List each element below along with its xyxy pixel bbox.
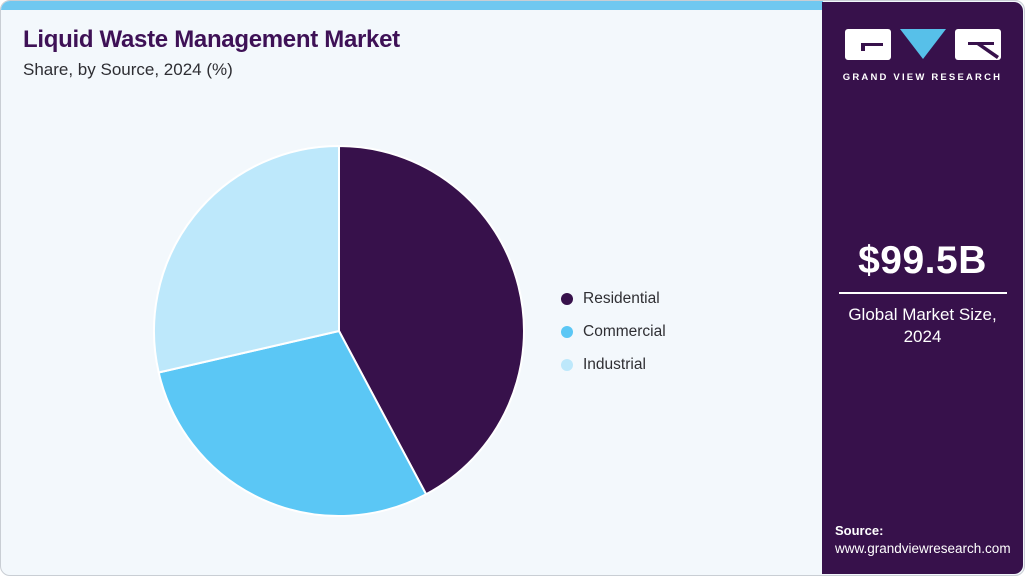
source-url: www.grandviewresearch.com	[835, 541, 1011, 556]
legend-item-commercial: Commercial	[561, 315, 666, 348]
legend-label: Commercial	[583, 322, 666, 340]
brand-sidebar: GRAND VIEW RESEARCH $99.5B Global Market…	[822, 2, 1023, 574]
legend-label: Residential	[583, 289, 660, 307]
legend-item-residential: Residential	[561, 282, 666, 315]
divider	[838, 292, 1007, 294]
market-size-label: Global Market Size, 2024	[836, 304, 1009, 348]
market-size-label-line2: 2024	[903, 327, 942, 347]
legend-swatch-icon	[561, 325, 573, 338]
gvr-logo-text: GRAND VIEW RESEARCH	[842, 72, 1003, 83]
pie-slice-commercial	[157, 330, 428, 517]
page-subtitle: Share, by Source, 2024 (%)	[23, 60, 233, 80]
chart-header: Liquid Waste Management Market Share, by…	[23, 26, 400, 80]
gvr-logo-icon	[844, 29, 1001, 60]
pie-chart-svg	[153, 145, 525, 517]
accent-top-bar	[1, 1, 823, 10]
pie-slice-residential	[338, 145, 525, 496]
pie-slice-industrial	[153, 145, 340, 374]
legend-swatch-icon	[561, 358, 573, 371]
source-label: Source:	[835, 523, 884, 538]
market-size-value: $99.5B	[858, 239, 987, 282]
market-size-label-line1: Global Market Size,	[848, 305, 997, 324]
source-block: Source: www.grandviewresearch.com	[835, 523, 1011, 556]
page-title: Liquid Waste Management Market	[23, 26, 400, 53]
market-size-block: $99.5B Global Market Size, 2024	[836, 239, 1009, 348]
legend-swatch-icon	[561, 292, 573, 305]
legend-item-industrial: Industrial	[561, 348, 666, 381]
gvr-logo: GRAND VIEW RESEARCH	[822, 28, 1023, 83]
chart-legend: Residential Commercial Industrial	[561, 282, 666, 381]
pie-chart	[151, 143, 527, 519]
legend-label: Industrial	[583, 355, 646, 373]
